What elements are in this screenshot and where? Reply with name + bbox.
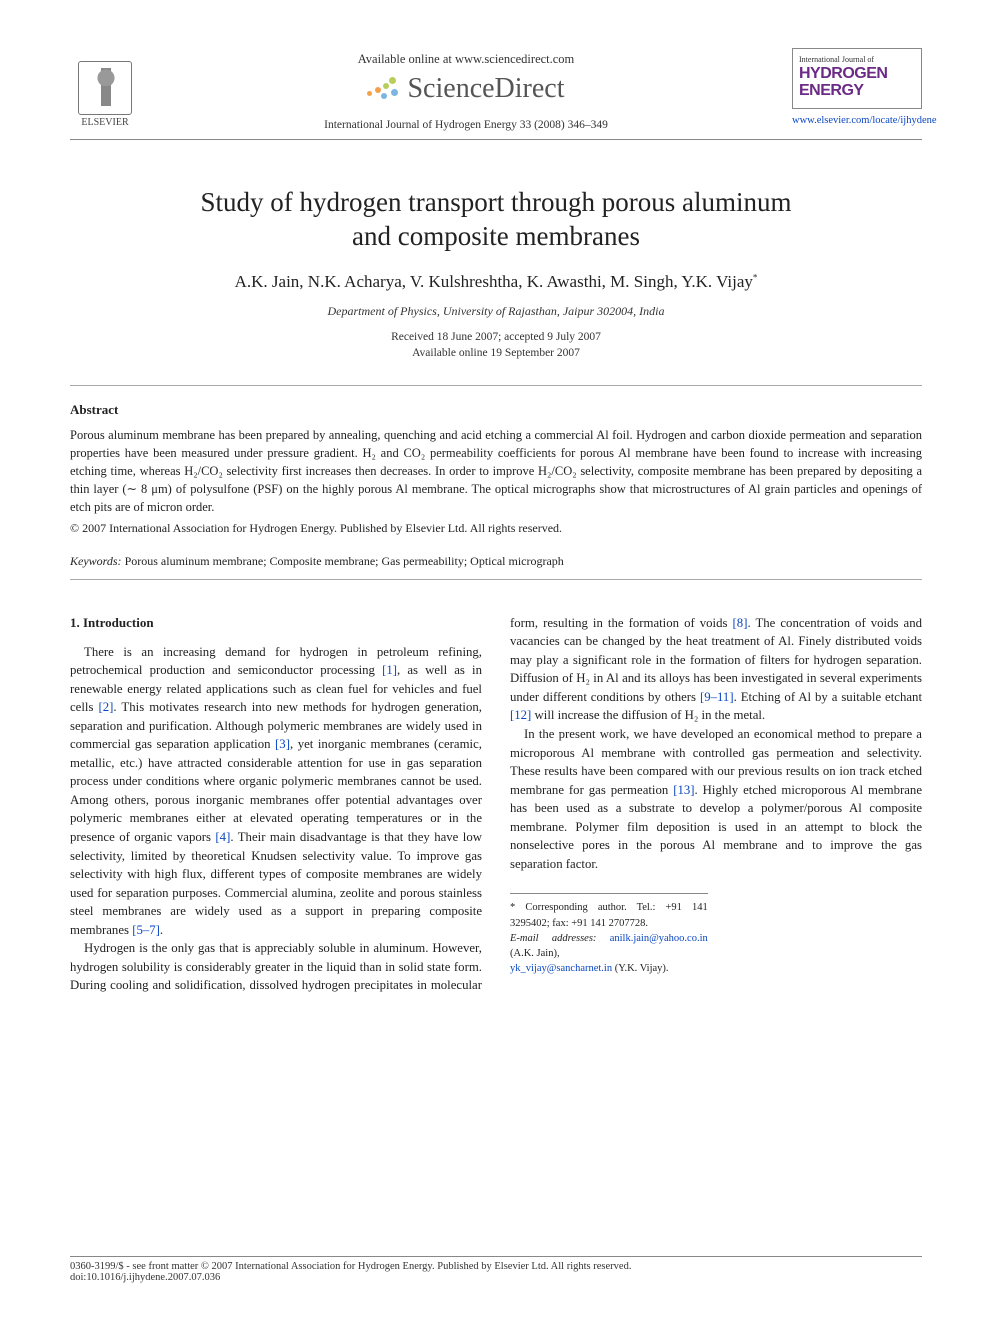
- journal-logo-block: International Journal of HYDROGEN ENERGY…: [792, 48, 922, 126]
- article-title: Study of hydrogen transport through poro…: [70, 186, 922, 254]
- ref-link-3[interactable]: [3]: [275, 737, 290, 751]
- sciencedirect-text: ScienceDirect: [407, 73, 564, 105]
- ref-link-1[interactable]: [1]: [382, 663, 397, 677]
- doi-line: doi:10.1016/j.ijhydene.2007.07.036: [70, 1272, 922, 1283]
- keywords-label: Keywords:: [70, 554, 122, 568]
- keywords-value: Porous aluminum membrane; Composite memb…: [125, 554, 564, 568]
- corr-mark: *: [753, 272, 758, 282]
- body-columns: 1. Introduction There is an increasing d…: [70, 614, 922, 995]
- abstract-bottom-rule: [70, 579, 922, 580]
- p2-seg-c: . Etching of Al by a suitable etchant: [734, 690, 922, 704]
- ref-link-8[interactable]: [8]: [733, 616, 748, 630]
- bottom-bar: 0360-3199/$ - see front matter © 2007 In…: [70, 1256, 922, 1283]
- abstract-body: Porous aluminum membrane has been prepar…: [70, 426, 922, 517]
- journal-url-link[interactable]: www.elsevier.com/locate/ijhydene: [792, 115, 922, 126]
- ref-link-12[interactable]: [12]: [510, 708, 531, 722]
- journal-title-line1: HYDROGEN: [799, 66, 915, 83]
- footnote-block: * Corresponding author. Tel.: +91 141 32…: [510, 893, 708, 976]
- p1-seg-f: .: [160, 923, 163, 937]
- sciencedirect-logo: ScienceDirect: [367, 73, 564, 105]
- front-matter-line: 0360-3199/$ - see front matter © 2007 In…: [70, 1261, 922, 1272]
- intro-heading: 1. Introduction: [70, 614, 482, 633]
- available-online-text: Available online at www.sciencedirect.co…: [160, 52, 772, 67]
- email-link-1[interactable]: anilk.jain@yahoo.co.in: [610, 933, 708, 944]
- elsevier-label: ELSEVIER: [81, 117, 128, 128]
- ref-link-9-11[interactable]: [9–11]: [700, 690, 734, 704]
- ref-link-4[interactable]: [4]: [215, 830, 230, 844]
- intro-paragraph-3: In the present work, we have developed a…: [510, 725, 922, 873]
- sciencedirect-dots-icon: [367, 77, 401, 101]
- keywords-line: Keywords: Porous aluminum membrane; Comp…: [70, 554, 922, 569]
- affiliation: Department of Physics, University of Raj…: [70, 304, 922, 319]
- email-label: E-mail addresses:: [510, 933, 596, 944]
- abstract-top-rule: [70, 385, 922, 386]
- email-line: E-mail addresses: anilk.jain@yahoo.co.in…: [510, 931, 708, 961]
- title-line-1: Study of hydrogen transport through poro…: [201, 187, 792, 217]
- ref-link-2[interactable]: [2]: [99, 700, 114, 714]
- elsevier-tree-icon: [78, 61, 132, 115]
- center-header: Available online at www.sciencedirect.co…: [140, 48, 792, 131]
- abstract-heading: Abstract: [70, 402, 922, 418]
- corresponding-author: * Corresponding author. Tel.: +91 141 32…: [510, 900, 708, 930]
- dates-block: Received 18 June 2007; accepted 9 July 2…: [70, 329, 922, 361]
- journal-title-line2: ENERGY: [799, 83, 915, 100]
- header-rule: [70, 139, 922, 140]
- ref-link-13[interactable]: [13]: [673, 783, 694, 797]
- dates-line-1: Received 18 June 2007; accepted 9 July 2…: [391, 331, 601, 343]
- header-row: ELSEVIER Available online at www.science…: [70, 48, 922, 131]
- email-line-2: yk_vijay@sancharnet.in (Y.K. Vijay).: [510, 961, 708, 976]
- copyright-line: © 2007 International Association for Hyd…: [70, 520, 922, 537]
- p1-seg-e: . Their main disadvantage is that they h…: [70, 830, 482, 937]
- email-link-2[interactable]: yk_vijay@sancharnet.in: [510, 963, 612, 974]
- p2-seg-d: will increase the diffusion of H₂ in the…: [531, 708, 765, 722]
- dates-line-2: Available online 19 September 2007: [412, 347, 580, 359]
- authors-text: A.K. Jain, N.K. Acharya, V. Kulshreshtha…: [235, 272, 753, 291]
- p1-seg-d: , yet inorganic membranes (ceramic, meta…: [70, 737, 482, 844]
- intro-paragraph-1: There is an increasing demand for hydrog…: [70, 643, 482, 940]
- email-2-paren: (Y.K. Vijay).: [615, 963, 669, 974]
- authors-line: A.K. Jain, N.K. Acharya, V. Kulshreshtha…: [70, 272, 922, 292]
- journal-logo-box: International Journal of HYDROGEN ENERGY: [792, 48, 922, 109]
- elsevier-logo: ELSEVIER: [70, 48, 140, 128]
- ref-link-5-7[interactable]: [5–7]: [132, 923, 160, 937]
- journal-intl-label: International Journal of: [799, 55, 915, 64]
- journal-reference: International Journal of Hydrogen Energy…: [160, 119, 772, 131]
- email-1-paren: (A.K. Jain),: [510, 948, 560, 959]
- title-line-2: and composite membranes: [352, 221, 640, 251]
